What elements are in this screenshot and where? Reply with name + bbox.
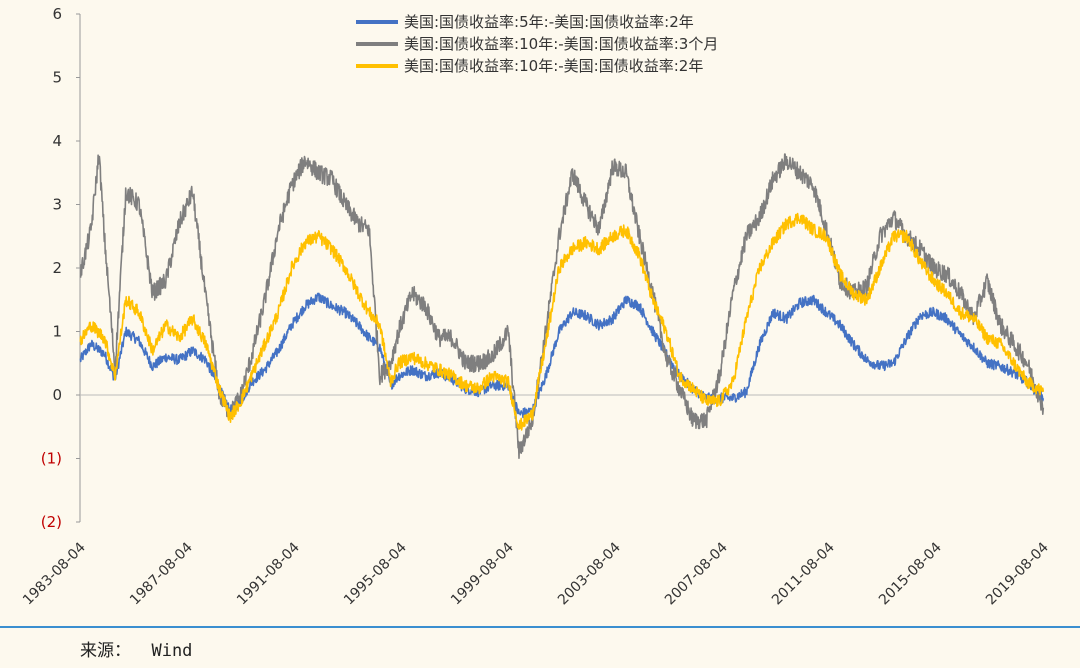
x-tick-label: 2011-08-04 <box>769 539 838 608</box>
y-tick-label: 0 <box>52 386 62 404</box>
legend-label-3: 美国:国债收益率:10年:-美国:国债收益率:2年 <box>404 57 703 75</box>
x-tick-label: 2007-08-04 <box>662 539 731 608</box>
line-chart: 6 5 4 3 2 1 0 (1) (2) 1983-08-04 1987-08-04 1991-0… <box>20 5 1052 608</box>
y-tick-label: 6 <box>52 5 62 23</box>
y-tick-label: 5 <box>52 69 62 87</box>
series-line-2 <box>79 153 1045 459</box>
x-tick-label: 1987-08-04 <box>127 539 196 608</box>
y-tick-label: (1) <box>41 450 62 468</box>
x-tick-label: 1983-08-04 <box>20 539 89 608</box>
x-tick-label: 2003-08-04 <box>555 539 624 608</box>
y-tick-label: 1 <box>52 323 62 341</box>
footer-divider <box>0 626 1080 628</box>
x-tick-label: 1991-08-04 <box>234 539 303 608</box>
y-tick-label: 2 <box>52 259 62 277</box>
y-tick-label: 3 <box>52 196 62 214</box>
x-tick-label: 2019-08-04 <box>983 539 1052 608</box>
legend: 美国:国债收益率:5年:-美国:国债收益率:2年美国:国债收益率:10年:-美国… <box>356 13 718 75</box>
x-tick-label: 1999-08-04 <box>448 539 517 608</box>
series-line-3 <box>79 212 1045 431</box>
series-group <box>79 153 1045 459</box>
y-tick-label: 4 <box>52 132 62 150</box>
x-tick-label: 2015-08-04 <box>876 539 945 608</box>
legend-label-2: 美国:国债收益率:10年:-美国:国债收益率:3个月 <box>404 35 718 53</box>
x-tick-label: 1995-08-04 <box>341 539 410 608</box>
x-axis: 1983-08-04 1987-08-04 1991-08-04 1995-08-04… <box>20 539 1052 608</box>
y-axis: 6 5 4 3 2 1 0 (1) (2) <box>41 5 1043 531</box>
legend-label-1: 美国:国债收益率:5年:-美国:国债收益率:2年 <box>404 13 694 31</box>
source-note: 来源： Wind <box>80 641 193 661</box>
y-tick-label: (2) <box>41 513 62 531</box>
